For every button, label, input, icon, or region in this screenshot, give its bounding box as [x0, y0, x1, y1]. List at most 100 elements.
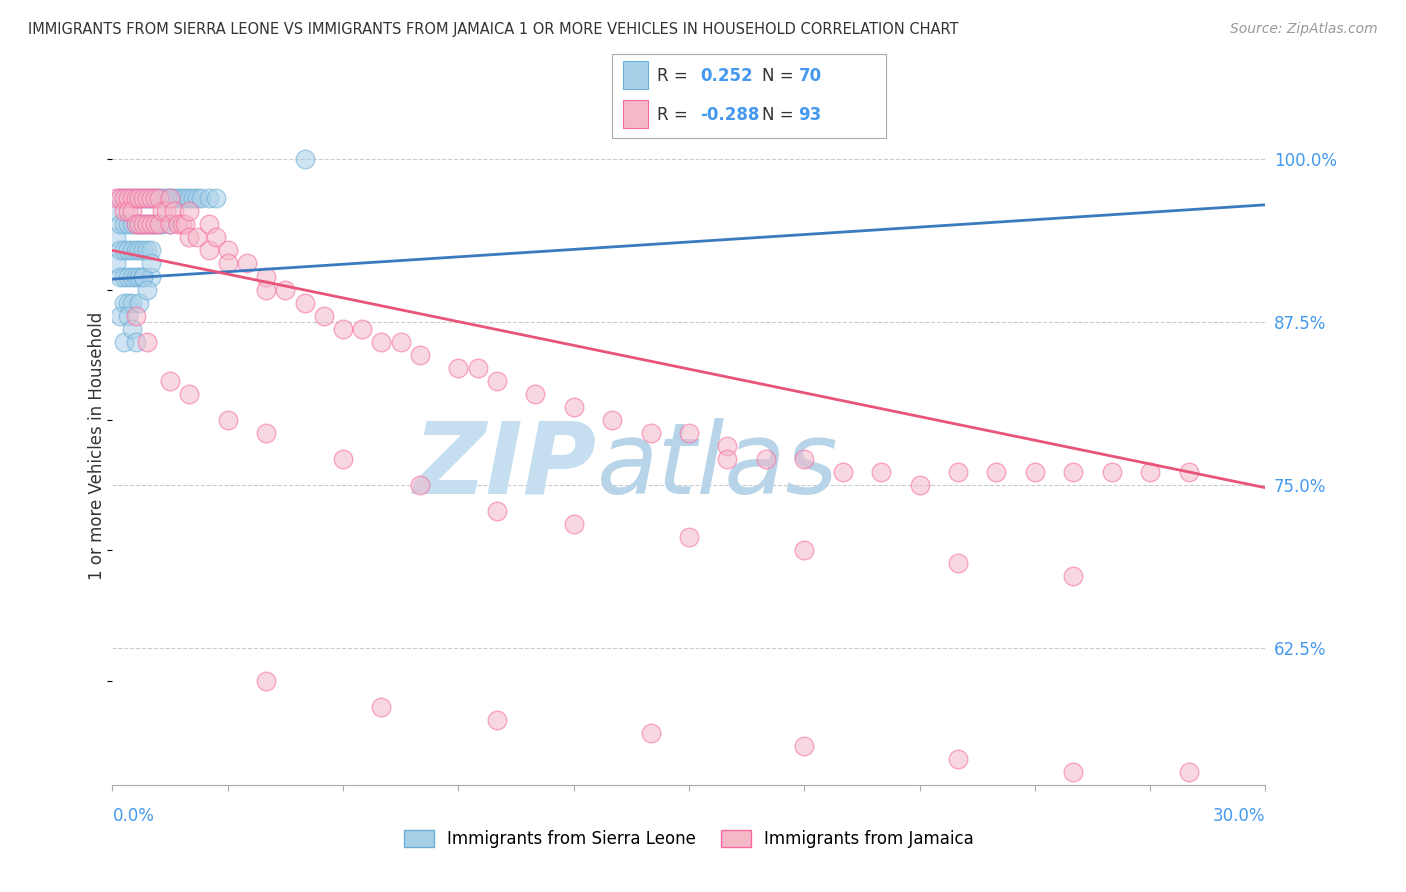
Point [128, 218, 150, 232]
Point [139, 218, 162, 232]
Point [108, 191, 131, 205]
Point [159, 374, 181, 388]
Point [1062, 569, 1084, 583]
Point [181, 191, 204, 205]
Point [139, 269, 162, 284]
Point [105, 204, 128, 219]
Point [117, 204, 139, 219]
Point [1177, 764, 1199, 779]
Point [1101, 465, 1123, 479]
Point [136, 218, 159, 232]
Point [143, 218, 166, 232]
Text: 93: 93 [799, 106, 823, 124]
Point [254, 283, 277, 297]
Point [143, 191, 166, 205]
Point [124, 191, 146, 205]
Point [485, 374, 508, 388]
Point [170, 218, 193, 232]
Point [132, 244, 155, 258]
Point [946, 557, 969, 571]
Point [755, 452, 778, 467]
Point [562, 517, 585, 532]
Point [179, 191, 201, 205]
Point [108, 218, 131, 232]
Point [132, 269, 155, 284]
Point [136, 283, 159, 297]
Point [274, 283, 297, 297]
Point [294, 152, 316, 166]
Point [108, 309, 131, 323]
Point [136, 218, 159, 232]
Point [467, 360, 489, 375]
Text: atlas: atlas [596, 417, 838, 515]
Point [409, 348, 432, 362]
Point [112, 218, 135, 232]
Point [124, 218, 146, 232]
Point [186, 191, 208, 205]
Point [148, 218, 170, 232]
Point [600, 413, 623, 427]
Point [174, 218, 197, 232]
Text: ZIP: ZIP [413, 417, 596, 515]
Point [128, 244, 150, 258]
Point [217, 256, 239, 270]
Point [112, 204, 135, 219]
Point [485, 713, 508, 727]
Point [524, 387, 547, 401]
Point [136, 334, 159, 349]
Point [136, 191, 159, 205]
Point [143, 218, 166, 232]
Point [312, 309, 335, 323]
Point [139, 244, 162, 258]
Point [121, 244, 143, 258]
Point [128, 191, 150, 205]
Point [166, 218, 188, 232]
Point [678, 530, 700, 544]
Point [121, 204, 143, 219]
Text: N =: N = [762, 106, 793, 124]
Point [128, 218, 150, 232]
Point [793, 543, 815, 558]
Point [136, 244, 159, 258]
Point [152, 218, 174, 232]
Text: 0.0%: 0.0% [112, 807, 155, 825]
Point [179, 230, 201, 244]
Point [166, 191, 188, 205]
Text: 0.252: 0.252 [700, 67, 752, 85]
Point [124, 309, 146, 323]
Point [197, 191, 219, 205]
Point [117, 191, 139, 205]
Point [217, 413, 239, 427]
Point [1177, 465, 1199, 479]
Point [108, 191, 131, 205]
Point [716, 452, 738, 467]
Point [155, 191, 177, 205]
Point [908, 478, 931, 492]
Point [108, 244, 131, 258]
Point [159, 191, 181, 205]
Point [170, 191, 193, 205]
Point [124, 269, 146, 284]
Point [148, 191, 170, 205]
Point [112, 295, 135, 310]
Point [870, 465, 893, 479]
Point [205, 191, 228, 205]
Point [121, 191, 143, 205]
Point [1024, 465, 1046, 479]
Point [108, 269, 131, 284]
Point [128, 295, 150, 310]
Point [793, 739, 815, 753]
Point [128, 269, 150, 284]
Y-axis label: 1 or more Vehicles in Household: 1 or more Vehicles in Household [87, 312, 105, 580]
Point [179, 204, 201, 219]
Point [678, 425, 700, 440]
Point [186, 230, 208, 244]
Point [117, 244, 139, 258]
Point [148, 191, 170, 205]
Point [205, 230, 228, 244]
Point [986, 465, 1008, 479]
Point [105, 256, 128, 270]
Text: R =: R = [657, 67, 693, 85]
Point [105, 191, 128, 205]
Point [112, 334, 135, 349]
